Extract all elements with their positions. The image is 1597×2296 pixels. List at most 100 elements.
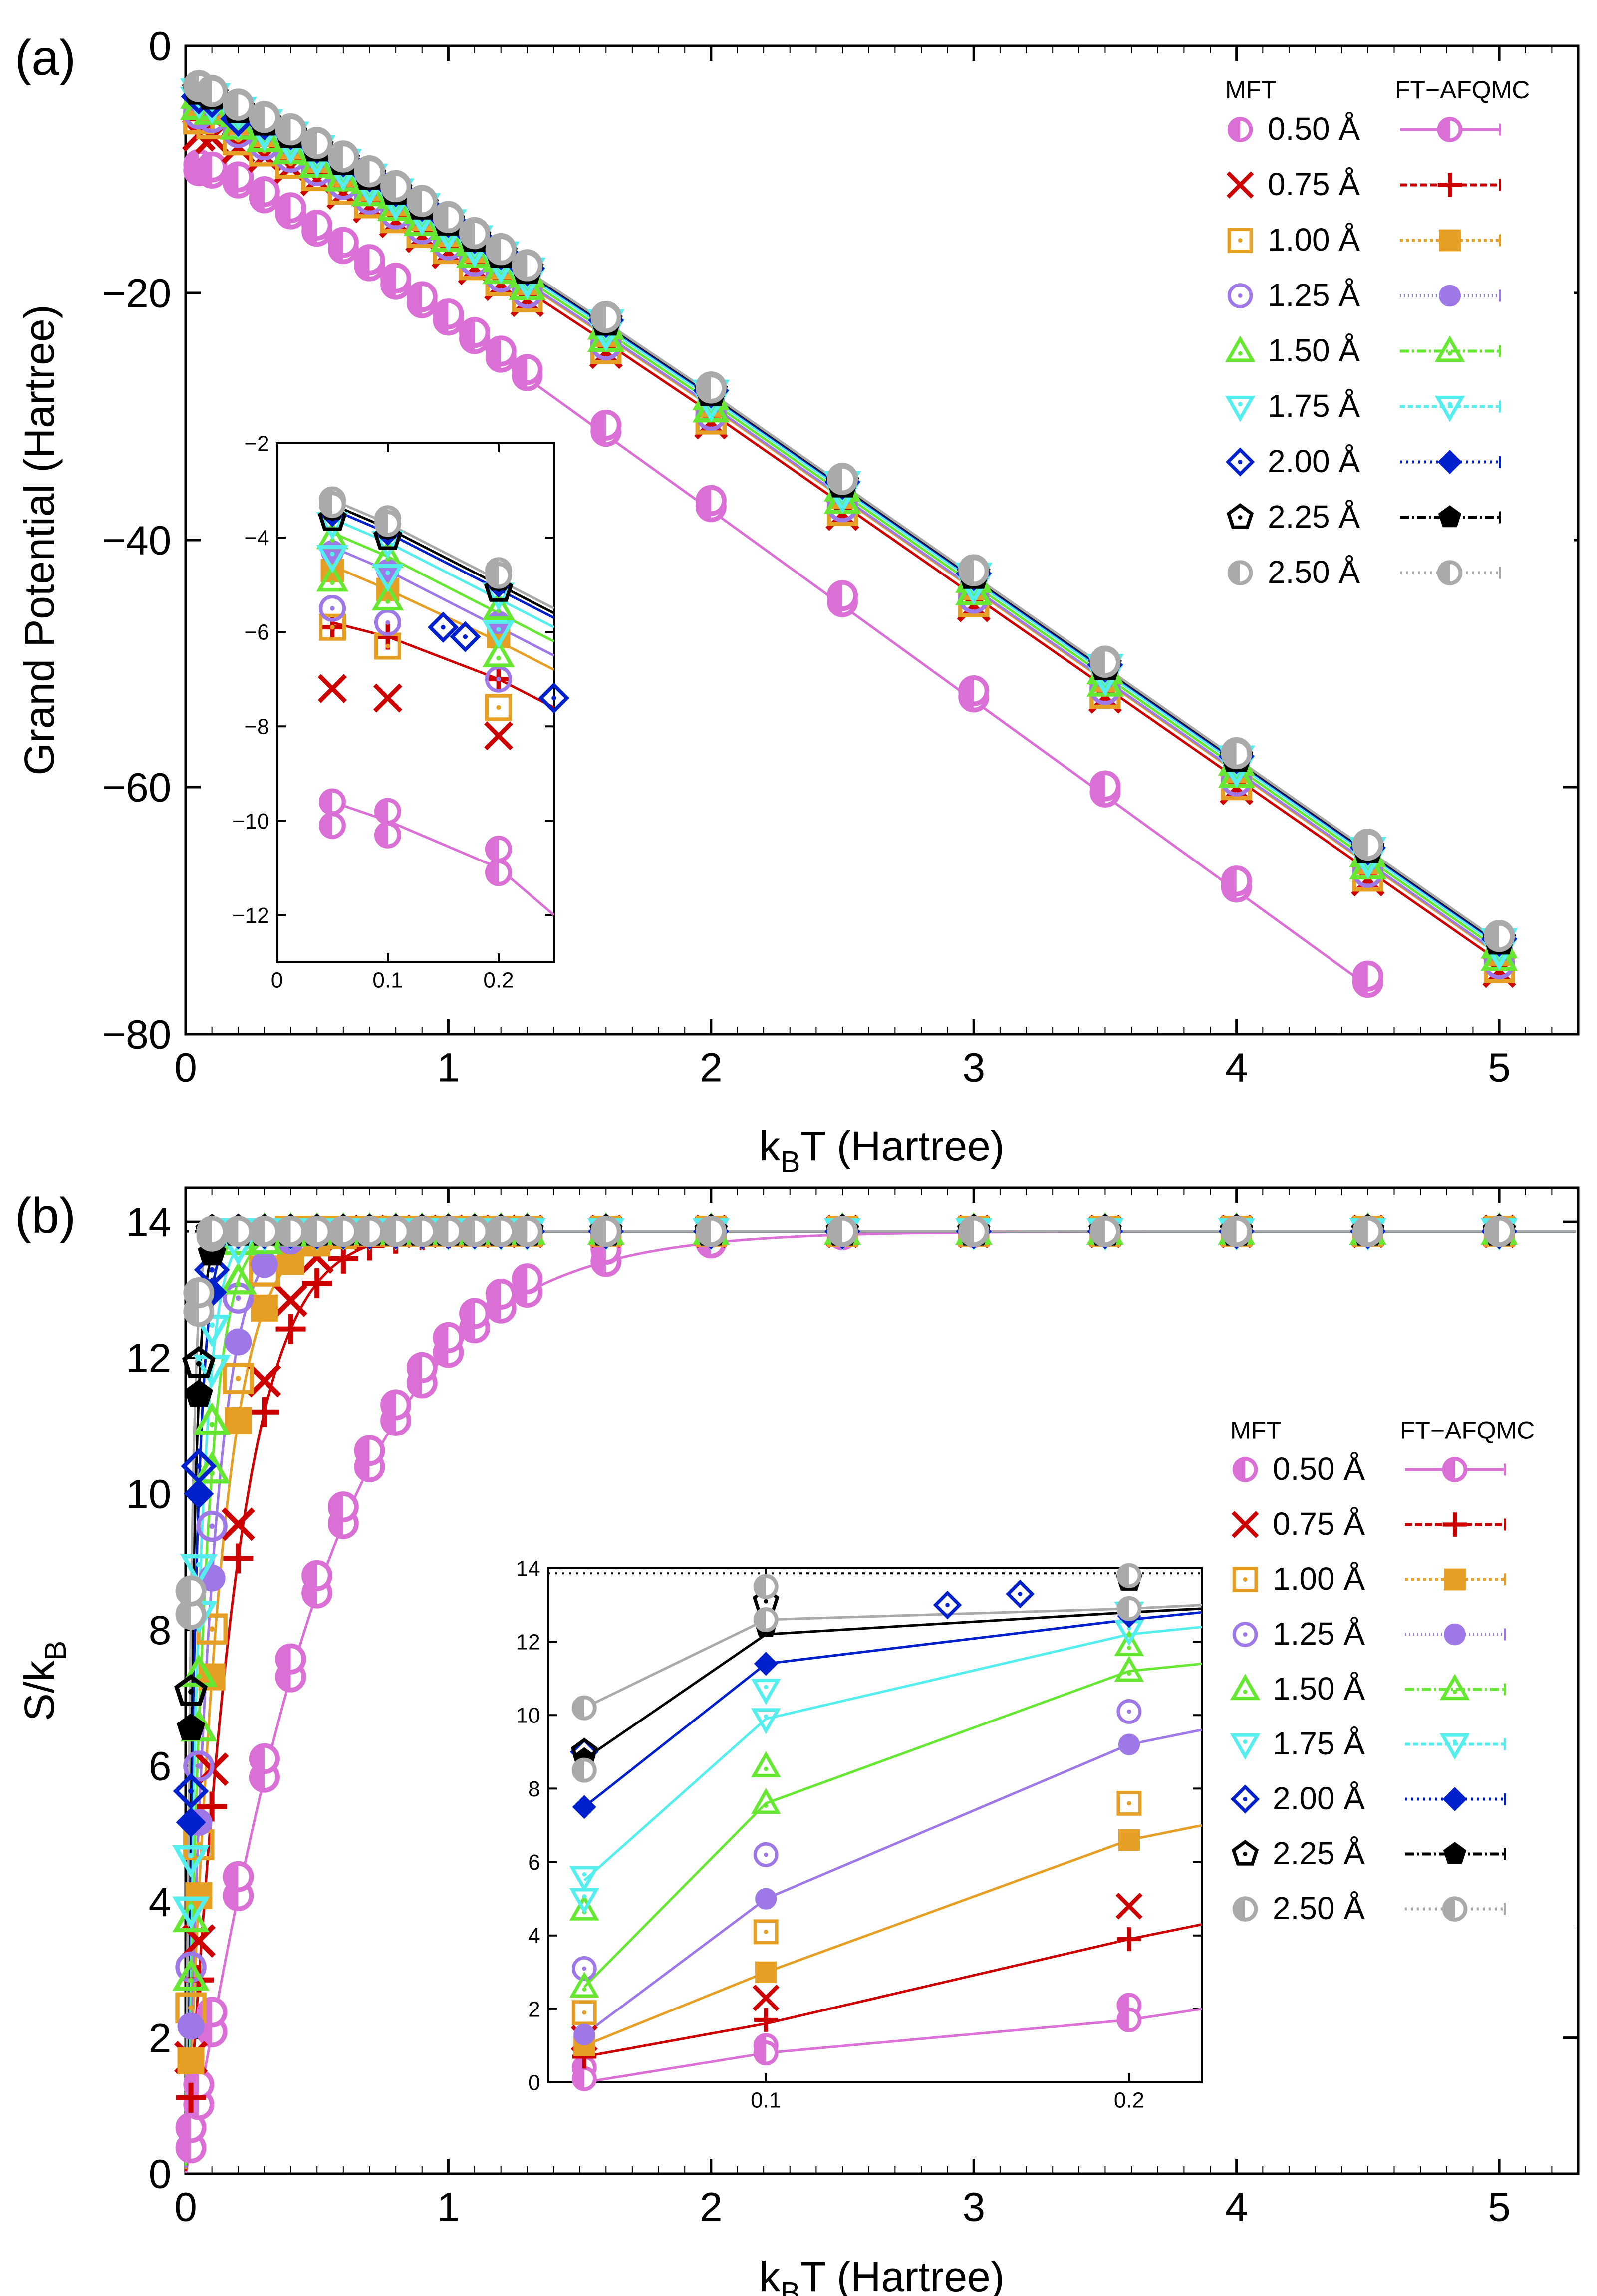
b-inset-mft-point-ring bbox=[571, 1956, 597, 1981]
b-qmc-point bbox=[176, 1807, 206, 1838]
a-inset-mft-point bbox=[371, 564, 404, 592]
b-inset-mft-point-dot bbox=[582, 2010, 587, 2015]
a-qmc-point bbox=[354, 156, 385, 188]
b-inset-mft-point bbox=[1114, 1630, 1144, 1656]
a-inset-qmc-point bbox=[374, 798, 401, 825]
b-legend-mft-marker bbox=[1232, 1896, 1258, 1922]
b-inset-qmc-point bbox=[1118, 1829, 1140, 1851]
a-qmc-point bbox=[590, 409, 622, 441]
b-mft-point-dot bbox=[209, 1626, 215, 1632]
a-qmc-point bbox=[249, 176, 280, 208]
a-inset-mft-point bbox=[319, 812, 346, 839]
a-qmc-point-half bbox=[475, 321, 486, 343]
b-inset-mft-point-ring bbox=[753, 1842, 779, 1867]
b-legend-qmc-marker-half bbox=[1455, 1900, 1464, 1918]
a-legend-qmc-marker bbox=[1437, 560, 1463, 585]
b-ytick-label: 2 bbox=[149, 2015, 172, 2061]
b-inset-mft-point-half bbox=[1129, 1567, 1138, 1584]
b-mft-point bbox=[173, 1773, 209, 1809]
b-mft-point-half bbox=[448, 1327, 460, 1349]
a-legend-mft-marker-dot bbox=[1238, 293, 1243, 298]
b-legend-mft-marker-pent bbox=[1231, 1839, 1259, 1866]
b-inset-mft-point-box bbox=[753, 1919, 779, 1945]
a-inset-qmc-point-half bbox=[499, 840, 508, 859]
b-mft-point bbox=[433, 1216, 464, 1247]
a-legend-label: 1.75 Å bbox=[1268, 388, 1360, 424]
b-mft-point-half bbox=[264, 1747, 275, 1770]
b-mft-point-dot bbox=[196, 1463, 202, 1469]
b-legend-mft-marker-tri bbox=[1230, 1674, 1261, 1701]
a-legend-bg bbox=[1208, 75, 1574, 594]
a-xtick-label: 2 bbox=[700, 1045, 723, 1090]
b-inset-mft-point-dot bbox=[764, 1766, 768, 1771]
a-inset-mft-point-tri bbox=[371, 564, 404, 592]
b-ytick-label: 12 bbox=[126, 1336, 171, 1381]
b-inset-qmc-point-tri bbox=[569, 1971, 599, 1998]
b-xtick-label: 1 bbox=[437, 2184, 460, 2230]
b-legend-label: 2.50 Å bbox=[1273, 1890, 1365, 1926]
b-inset-mft-point bbox=[1116, 1563, 1142, 1588]
b-mft-point bbox=[406, 1352, 438, 1383]
a-ytick-label: −80 bbox=[102, 1012, 171, 1058]
a-qmc-point bbox=[301, 209, 333, 241]
b-mft-point-tri bbox=[180, 1554, 218, 1587]
b-ytick-label: 8 bbox=[149, 1608, 172, 1653]
b-inset-mft-point-half bbox=[766, 1578, 775, 1596]
b-mft-point bbox=[180, 1554, 218, 1587]
b-legend-mft-marker-dia bbox=[1230, 1784, 1260, 1814]
b-mft-point bbox=[196, 1510, 228, 1542]
b-inset-qmc-point bbox=[569, 1971, 599, 1998]
b-mft-point-half bbox=[1236, 1220, 1248, 1242]
b-mft-point-pent bbox=[174, 1674, 208, 1706]
a-inset-ytick-label: −12 bbox=[232, 903, 269, 928]
a-qmc-point-half bbox=[842, 584, 853, 606]
b-mft-point-half bbox=[974, 1220, 985, 1242]
b-mft-point bbox=[354, 1216, 385, 1247]
a-legend-qmc-marker-dot bbox=[1447, 402, 1452, 407]
b-mft-point-half bbox=[343, 1220, 354, 1242]
a-inset-mft-point bbox=[482, 620, 515, 649]
b-inset-qmc-point-dot bbox=[1127, 1671, 1131, 1676]
a-legend-mft-marker-half bbox=[1240, 121, 1249, 139]
a-legend-mft-marker bbox=[1225, 335, 1256, 362]
a-legend-mft-marker-tri bbox=[1225, 395, 1256, 422]
b-mft-point-tri bbox=[193, 1402, 231, 1435]
a-inset-curve-7 bbox=[332, 503, 555, 614]
b-qmc-point bbox=[249, 1397, 279, 1427]
b-inset-curve-1 bbox=[584, 1923, 1202, 2058]
a-legend-label: 1.00 Å bbox=[1268, 222, 1360, 258]
a-inset-mft-point bbox=[427, 611, 459, 643]
a-qmc-point-half bbox=[212, 80, 223, 103]
a-qmc-point-half bbox=[606, 414, 617, 436]
a-qmc-point-half bbox=[1105, 775, 1116, 797]
b-legend-qmc-marker-tri bbox=[1439, 1674, 1470, 1701]
a-inset-mft-point-half bbox=[332, 816, 342, 835]
a-legend-header-qmc: FT−AFQMC bbox=[1395, 76, 1530, 104]
a-qmc-point-half bbox=[290, 119, 302, 141]
b-mft-point-ring bbox=[183, 1750, 215, 1782]
a-inset-curve-8 bbox=[332, 499, 555, 610]
a-inset-mft-point bbox=[373, 683, 403, 713]
b-inset-ytick-label: 6 bbox=[528, 1850, 540, 1875]
b-mft-point-half bbox=[317, 1565, 328, 1587]
b-qmc-point-tri bbox=[220, 1262, 257, 1295]
b-inset-qmc-point bbox=[1117, 1927, 1141, 1952]
b-inset-qmc-point bbox=[571, 2066, 597, 2091]
b-inset-mft-point bbox=[1116, 1699, 1142, 1724]
a-legend-label: 2.50 Å bbox=[1268, 554, 1360, 590]
a-qmc-point bbox=[301, 128, 333, 159]
a-inset-mft-point-dot bbox=[330, 552, 335, 557]
b-inset-mft-point-box bbox=[1116, 1790, 1142, 1816]
a-legend-label: 2.00 Å bbox=[1268, 443, 1360, 479]
b-legend-label: 1.50 Å bbox=[1273, 1671, 1365, 1707]
a-legend-qmc-marker bbox=[1437, 173, 1462, 197]
a-qmc-point bbox=[380, 263, 412, 294]
b-legend-mft-marker bbox=[1230, 1733, 1261, 1760]
b-legend-qmc-marker-tri bbox=[1439, 1733, 1470, 1760]
a-inset-mft-point-dot bbox=[463, 634, 468, 639]
a-inset-xtick-label: 0 bbox=[271, 968, 283, 993]
a-inset-mft-point-dot bbox=[496, 677, 501, 682]
a-legend-mft-marker-box bbox=[1227, 228, 1253, 253]
b-legend-qmc-marker bbox=[1442, 1512, 1467, 1537]
b-inset-mft-point bbox=[753, 1919, 779, 1945]
